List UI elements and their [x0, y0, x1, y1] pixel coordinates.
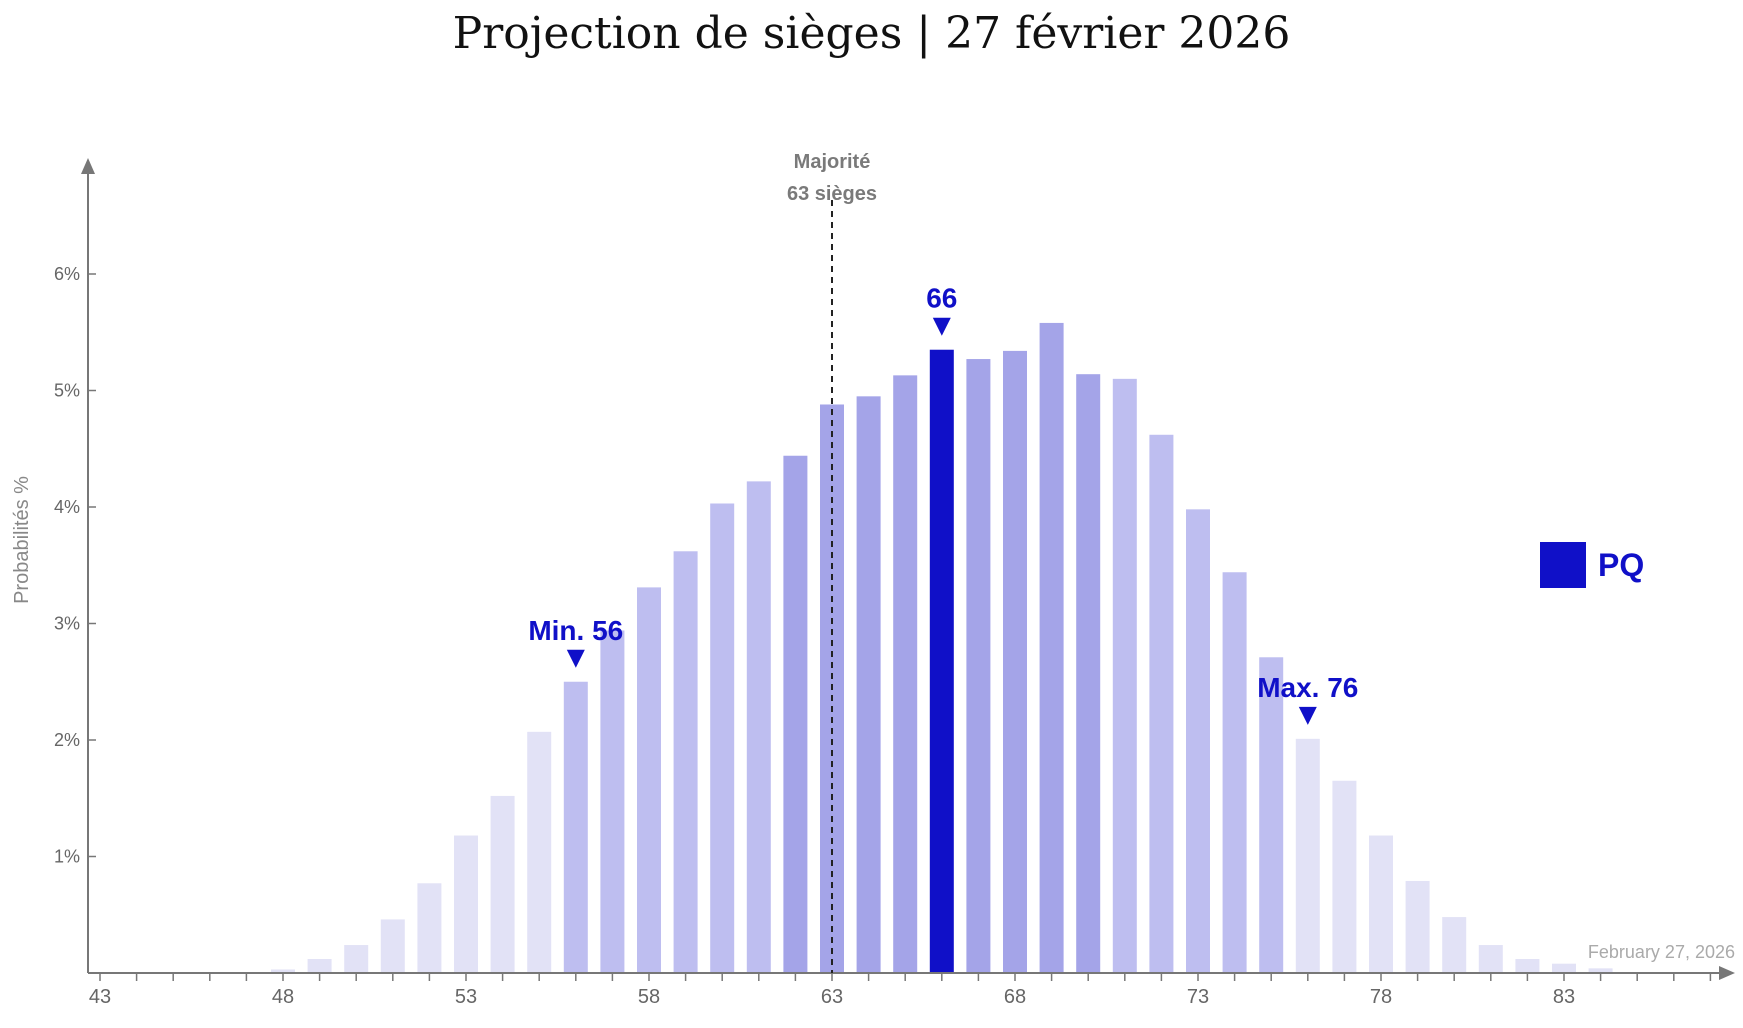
bar-64 [856, 396, 881, 973]
x-tick-label: 68 [1004, 986, 1026, 1008]
bar-53 [454, 835, 478, 973]
bar-73 [1186, 509, 1210, 973]
y-tick-label: 4% [54, 497, 80, 517]
bar-68 [1003, 350, 1027, 973]
x-tick-label: 78 [1370, 986, 1392, 1008]
x-tick-label: 73 [1187, 986, 1209, 1008]
bar-83 [1552, 963, 1576, 973]
annotation-label: Min. 56 [528, 615, 623, 646]
bar-72 [1149, 434, 1174, 973]
y-tick-label: 5% [54, 381, 80, 401]
y-tick-label: 1% [54, 847, 80, 867]
x-axis-arrow-icon [1719, 966, 1735, 980]
y-axis-arrow-icon [81, 158, 95, 174]
legend-swatch [1540, 542, 1586, 588]
bar-84 [1588, 968, 1613, 973]
majority-label-line2: 63 sièges [787, 183, 877, 205]
y-tick-label: 2% [54, 730, 80, 750]
bar-71 [1112, 378, 1137, 974]
bar-48 [271, 969, 295, 973]
legend-label: PQ [1598, 547, 1644, 583]
bar-55 [527, 731, 552, 973]
annotation-arrow-icon [932, 317, 951, 336]
x-tick-label: 43 [89, 986, 111, 1008]
bar-51 [380, 919, 405, 973]
bar-58 [637, 587, 661, 973]
bar-54 [490, 795, 515, 973]
x-tick-label: 83 [1553, 986, 1575, 1008]
bar-79 [1405, 880, 1430, 973]
bar-81 [1478, 945, 1503, 973]
x-tick-label: 63 [821, 986, 843, 1008]
bar-61 [746, 481, 771, 973]
annotation-arrow-icon [1298, 706, 1317, 725]
bar-59 [673, 551, 698, 973]
bar-70 [1076, 374, 1101, 973]
annotation-arrow-icon [566, 649, 585, 668]
majority-label-line1: Majorité [794, 151, 871, 173]
bar-62 [783, 455, 808, 973]
bar-60 [710, 503, 735, 973]
bar-82 [1515, 959, 1540, 973]
bar-57 [600, 630, 625, 973]
bar-49 [307, 959, 332, 973]
chart-title: Projection de sièges | 27 février 2026 [452, 8, 1291, 59]
bar-69 [1039, 322, 1064, 973]
x-tick-label: 48 [272, 986, 294, 1008]
bar-78 [1369, 835, 1393, 973]
bar-50 [344, 945, 369, 973]
bar-65 [893, 375, 918, 974]
x-tick-label: 53 [455, 986, 477, 1008]
x-tick-label: 58 [638, 986, 660, 1008]
bar-77 [1332, 780, 1357, 973]
y-tick-label: 3% [54, 614, 80, 634]
bar-56 [563, 681, 588, 973]
bar-52 [417, 883, 442, 973]
y-tick-label: 6% [54, 264, 80, 284]
bar-67 [966, 359, 991, 973]
overlay-group: Majorité 63 sièges 66 Min. 56 Max. 76 PQ Febru… [528, 151, 1735, 973]
bar-66 [929, 349, 954, 974]
axes-group: 43 48 53 58 63 68 73 78 83 1% 2% 3% 4% 5% 6% Probabilit… [11, 158, 1735, 1008]
bars-group [271, 322, 1613, 974]
annotation-label: Max. 76 [1257, 672, 1358, 703]
y-axis-label: Probabilités % [11, 476, 33, 604]
annotation-label: 66 [926, 283, 957, 314]
bar-75 [1259, 657, 1284, 973]
bar-74 [1222, 572, 1247, 973]
bar-76 [1295, 738, 1320, 973]
date-label: February 27, 2026 [1588, 942, 1735, 962]
bar-80 [1442, 917, 1467, 973]
